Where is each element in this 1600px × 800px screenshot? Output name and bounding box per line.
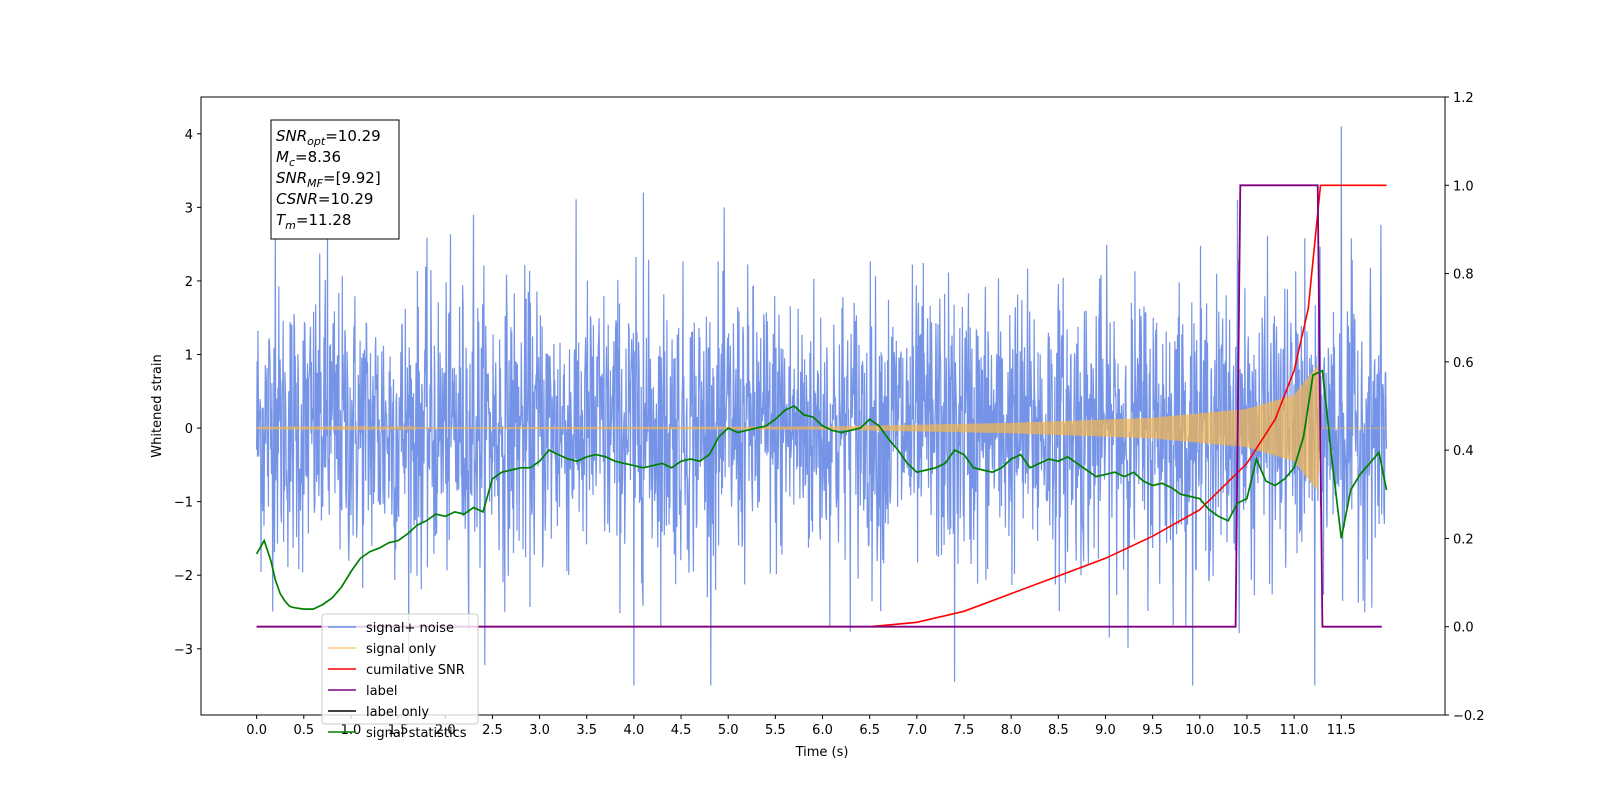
series-signal-only	[256, 365, 1387, 490]
left-tick-label: −3	[174, 643, 193, 658]
right-y-axis: −0.2 0.0 0.2 0.4 0.6 0.8 1.0 1.2	[1445, 91, 1485, 724]
annotation-symbol: SNR	[276, 127, 307, 145]
annotation-line: CSNR=10.29	[276, 190, 373, 208]
x-tick-label: 9.5	[1142, 723, 1163, 738]
left-tick-label: 2	[185, 275, 193, 290]
left-tick-label: −2	[174, 569, 193, 584]
right-tick-label: 1.0	[1453, 179, 1474, 194]
x-tick-label: 0.5	[293, 723, 314, 738]
x-axis-label: Time (s)	[795, 745, 849, 760]
left-tick-label: 3	[185, 201, 193, 216]
right-tick-label: 1.2	[1453, 91, 1474, 106]
legend-entry: signal+ noise	[366, 621, 454, 636]
right-tick-label: 0.0	[1453, 621, 1474, 636]
left-tick-label: 0	[185, 422, 193, 437]
annotation-value: =[9.92]	[323, 169, 381, 187]
x-tick-label: 8.5	[1048, 723, 1069, 738]
series-signal-plus-noise	[256, 126, 1388, 686]
x-tick-label: 10.5	[1232, 723, 1261, 738]
x-tick-label: 4.5	[671, 723, 692, 738]
series-cumulative-snr	[256, 184, 1387, 628]
x-tick-label: 5.0	[718, 723, 739, 738]
x-axis: 0.0 0.5 1.0 1.5 2.0 2.5 3.0 3.5 4.0 4.5 5.0 5.5 6.0 6…	[246, 715, 1356, 738]
legend: signal+ noise signal only cumilative SNR la…	[321, 613, 479, 741]
annotation-value: =10.29	[325, 127, 381, 145]
right-tick-label: 0.4	[1453, 444, 1474, 459]
legend-entry: signal statistics	[366, 726, 467, 741]
series-signal-statistics	[255, 369, 1388, 610]
annotation-value: =8.36	[295, 148, 341, 166]
annotation-box: SNRopt=10.29Mc=8.36SNRMF=[9.92]CSNR=10.2…	[270, 119, 400, 240]
x-tick-label: 7.0	[906, 723, 927, 738]
annotation-subscript: c	[289, 156, 295, 169]
left-tick-label: 4	[185, 128, 193, 143]
y-axis-label: Whitened strain	[150, 354, 165, 457]
annotation-symbol: CSNR	[276, 190, 318, 208]
x-tick-label: 11.0	[1280, 723, 1309, 738]
x-tick-label: 3.5	[576, 723, 597, 738]
annotation-value: =11.28	[296, 211, 352, 229]
annotation-line: Mc=8.36	[276, 148, 341, 169]
annotation-subscript: opt	[307, 135, 326, 148]
x-tick-label: 0.0	[246, 723, 267, 738]
series-label	[256, 184, 1382, 628]
x-tick-label: 3.0	[529, 723, 550, 738]
x-tick-label: 1.5	[388, 723, 409, 738]
annotation-line: Tm=11.28	[276, 211, 351, 232]
annotation-subscript: m	[285, 219, 296, 232]
x-tick-label: 11.5	[1327, 723, 1356, 738]
right-tick-label: 0.6	[1453, 356, 1474, 371]
x-tick-label: 6.0	[812, 723, 833, 738]
left-y-axis: −3 −2 −1 0 1 2 3 4	[174, 128, 201, 658]
legend-entry: signal only	[366, 642, 436, 657]
annotation-subscript: MF	[307, 177, 323, 190]
annotation-symbol: M	[276, 148, 289, 166]
x-tick-label: 9.0	[1095, 723, 1116, 738]
x-tick-label: 1.0	[341, 723, 362, 738]
annotation-symbol: T	[276, 211, 287, 229]
legend-entry: label only	[366, 705, 429, 720]
legend-frame	[321, 613, 479, 725]
x-tick-label: 7.5	[954, 723, 975, 738]
right-tick-label: 0.8	[1453, 268, 1474, 283]
left-tick-label: −1	[174, 496, 193, 511]
right-tick-label: −0.2	[1453, 709, 1485, 724]
legend-entry: label	[366, 684, 397, 699]
left-tick-label: 1	[185, 349, 193, 364]
x-tick-label: 8.0	[1001, 723, 1022, 738]
x-tick-label: 4.0	[624, 723, 645, 738]
x-tick-label: 6.5	[859, 723, 880, 738]
x-tick-label: 2.5	[482, 723, 503, 738]
plot-area	[255, 126, 1388, 686]
annotation-frame	[270, 119, 400, 240]
x-tick-label: 5.5	[765, 723, 786, 738]
x-tick-label: 10.0	[1185, 723, 1214, 738]
legend-entry: cumilative SNR	[366, 663, 465, 678]
right-tick-label: 0.2	[1453, 532, 1474, 547]
annotation-line: SNRopt=10.29	[276, 127, 381, 148]
annotation-line: SNRMF=[9.92]	[276, 169, 381, 190]
annotation-value: =10.29	[318, 190, 374, 208]
x-tick-label: 2.0	[435, 723, 456, 738]
annotation-symbol: SNR	[276, 169, 307, 187]
